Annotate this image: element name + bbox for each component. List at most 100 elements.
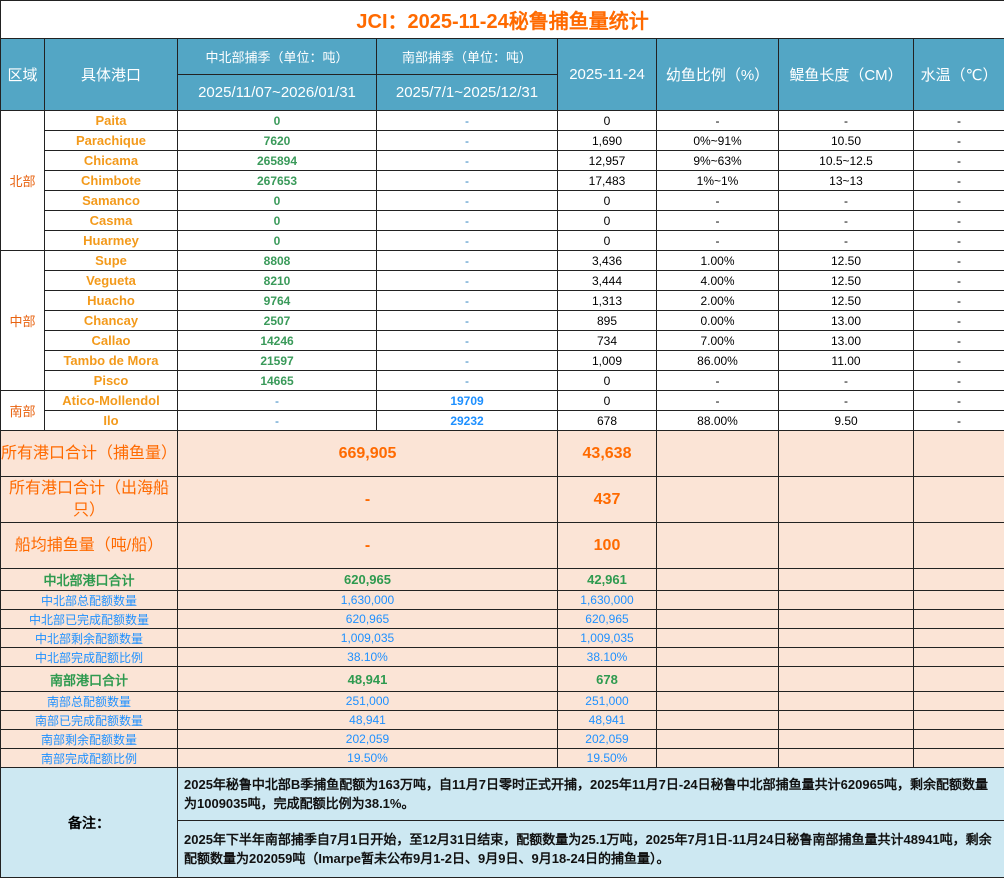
port-name: Chancay <box>44 310 178 331</box>
header-temp: 水温（℃） <box>912 38 1004 111</box>
north-catch: - <box>177 390 377 411</box>
empty-cell <box>778 568 914 591</box>
port-name: Huacho <box>44 290 178 311</box>
water-temp: - <box>912 370 1004 391</box>
summary-day-value: 202,059 <box>557 729 657 749</box>
summary-day-value: 38.10% <box>557 647 657 667</box>
juvenile-ratio: 0%~91% <box>656 130 779 151</box>
summary-season-value: - <box>177 522 558 569</box>
daily-catch: 0 <box>557 230 657 251</box>
empty-cell <box>778 647 914 667</box>
juvenile-ratio: - <box>656 230 779 251</box>
north-catch: 0 <box>177 110 377 131</box>
summary-row: 南部总配额数量 251,000 251,000 <box>0 691 1004 711</box>
empty-cell <box>778 609 914 629</box>
summary-season-value: 620,965 <box>177 609 558 629</box>
juvenile-ratio: 9%~63% <box>656 150 779 171</box>
table-row: Chimbote 267653-17,483 1%~1% 13~13- <box>1 170 1004 191</box>
header-date: 2025-11-24 <box>557 38 657 111</box>
summary-row: 中北部总配额数量 1,630,000 1,630,000 <box>0 590 1004 610</box>
south-catch: - <box>376 150 558 171</box>
empty-cell <box>656 590 779 610</box>
port-name: Casma <box>44 210 178 231</box>
juvenile-ratio: 86.00% <box>656 350 779 371</box>
daily-catch: 678 <box>557 410 657 431</box>
anchovy-length: 12.50 <box>778 290 914 311</box>
summary-day-value: 42,961 <box>557 568 657 591</box>
table-row: Vegueta 8210-3,444 4.00% 12.50- <box>1 270 1004 291</box>
anchovy-length: 12.50 <box>778 250 914 271</box>
summary-season-value: 19.50% <box>177 748 558 768</box>
empty-cell <box>912 691 1004 711</box>
anchovy-length: - <box>778 190 914 211</box>
table-row: Tambo de Mora 21597-1,009 86.00% 11.00- <box>1 350 1004 371</box>
empty-cell <box>912 609 1004 629</box>
empty-cell <box>912 710 1004 730</box>
anchovy-length: - <box>778 210 914 231</box>
summary-label: 所有港口合计（出海船只） <box>0 476 178 523</box>
south-catch: - <box>376 370 558 391</box>
south-catch: 29232 <box>376 410 558 431</box>
summary-label: 所有港口合计（捕鱼量） <box>0 430 178 477</box>
juvenile-ratio: - <box>656 190 779 211</box>
daily-catch: 0 <box>557 210 657 231</box>
summary-season-value: 620,965 <box>177 568 558 591</box>
summary-day-value: 437 <box>557 476 657 523</box>
summary-season-value: 1,009,035 <box>177 628 558 648</box>
summary-row: 中北部已完成配额数量 620,965 620,965 <box>0 609 1004 629</box>
water-temp: - <box>912 230 1004 251</box>
summary-label: 中北部剩余配额数量 <box>0 628 178 648</box>
empty-cell <box>778 691 914 711</box>
summary-row: 中北部剩余配额数量 1,009,035 1,009,035 <box>0 628 1004 648</box>
summary-label: 南部完成配额比例 <box>0 748 178 768</box>
water-temp: - <box>912 310 1004 331</box>
port-name: Chimbote <box>44 170 178 191</box>
table-row: 南部 Atico-Mollendol -19709 0- - - <box>0 390 1004 431</box>
header-north-period: 2025/11/07~2026/01/31 <box>177 74 377 111</box>
empty-cell <box>656 476 779 523</box>
empty-cell <box>778 729 914 749</box>
empty-cell <box>912 729 1004 749</box>
daily-catch: 0 <box>557 190 657 211</box>
juvenile-ratio: 1.00% <box>656 250 779 271</box>
summary-day-value: 1,009,035 <box>557 628 657 648</box>
empty-cell <box>778 666 914 692</box>
north-catch: 267653 <box>177 170 377 191</box>
summary-row: 南部港口合计 48,941 678 <box>0 666 1004 692</box>
juvenile-ratio: 4.00% <box>656 270 779 291</box>
empty-cell <box>778 748 914 768</box>
region-label: 北部 <box>0 110 45 251</box>
water-temp: - <box>912 350 1004 371</box>
port-name: Samanco <box>44 190 178 211</box>
water-temp: - <box>912 250 1004 271</box>
empty-cell <box>912 522 1004 569</box>
empty-cell <box>656 628 779 648</box>
anchovy-length: - <box>778 230 914 251</box>
anchovy-length: 13.00 <box>778 310 914 331</box>
empty-cell <box>656 522 779 569</box>
table-row: Casma 0-0- - - <box>1 210 1004 231</box>
water-temp: - <box>912 330 1004 351</box>
empty-cell <box>656 647 779 667</box>
north-catch: 7620 <box>177 130 377 151</box>
daily-catch: 12,957 <box>557 150 657 171</box>
port-name: Huarmey <box>44 230 178 251</box>
table-row: Parachique 7620-1,690 0%~91% 10.50- <box>1 130 1004 151</box>
header-juvenile: 幼鱼比例（%） <box>656 38 779 111</box>
north-catch: 8210 <box>177 270 377 291</box>
water-temp: - <box>912 170 1004 191</box>
anchovy-length: 12.50 <box>778 270 914 291</box>
summary-season-value: 251,000 <box>177 691 558 711</box>
empty-cell <box>912 628 1004 648</box>
juvenile-ratio: - <box>656 370 779 391</box>
summary-row: 南部剩余配额数量 202,059 202,059 <box>0 729 1004 749</box>
empty-cell <box>778 590 914 610</box>
daily-catch: 1,690 <box>557 130 657 151</box>
water-temp: - <box>912 410 1004 431</box>
header-length: 鳀鱼长度（CM） <box>778 38 914 111</box>
juvenile-ratio: - <box>656 210 779 231</box>
table-row: Chicama 265894-12,957 9%~63% 10.5~12.5- <box>1 150 1004 171</box>
north-catch: 14665 <box>177 370 377 391</box>
